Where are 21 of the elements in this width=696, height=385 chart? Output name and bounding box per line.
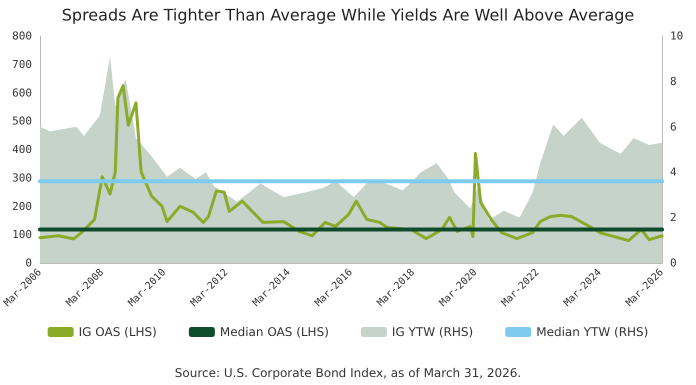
y-tick-label: 400 xyxy=(12,143,32,156)
legend-label: Median OAS (LHS) xyxy=(220,325,329,339)
y-tick-label: 100 xyxy=(12,228,32,242)
legend-label: IG YTW (RHS) xyxy=(392,325,474,339)
y-tick-label: 700 xyxy=(12,58,32,71)
y-tick-label: 200 xyxy=(12,200,32,213)
chart-title: Spreads Are Tighter Than Average While Yields Are Well Above Average xyxy=(62,6,634,24)
y2-tick-label: 10 xyxy=(670,30,684,42)
source-note: Source: U.S. Corporate Bond Index, as of March 31, 2026. xyxy=(174,366,522,380)
y2-tick-label: 2 xyxy=(670,211,677,224)
y-tick-label: 0 xyxy=(25,256,32,270)
y-tick-label: 300 xyxy=(12,171,32,184)
y2-tick-label: 0 xyxy=(670,256,677,270)
legend-label: IG OAS (LHS) xyxy=(78,325,157,339)
y-tick-label: 500 xyxy=(12,114,32,128)
y-tick-label: 800 xyxy=(12,30,32,42)
y2-tick-label: 8 xyxy=(670,74,677,88)
legend-label: Median YTW (RHS) xyxy=(536,325,648,339)
y2-tick-label: 4 xyxy=(670,166,677,179)
y-tick-label: 600 xyxy=(12,86,32,100)
y2-tick-label: 6 xyxy=(670,120,677,134)
